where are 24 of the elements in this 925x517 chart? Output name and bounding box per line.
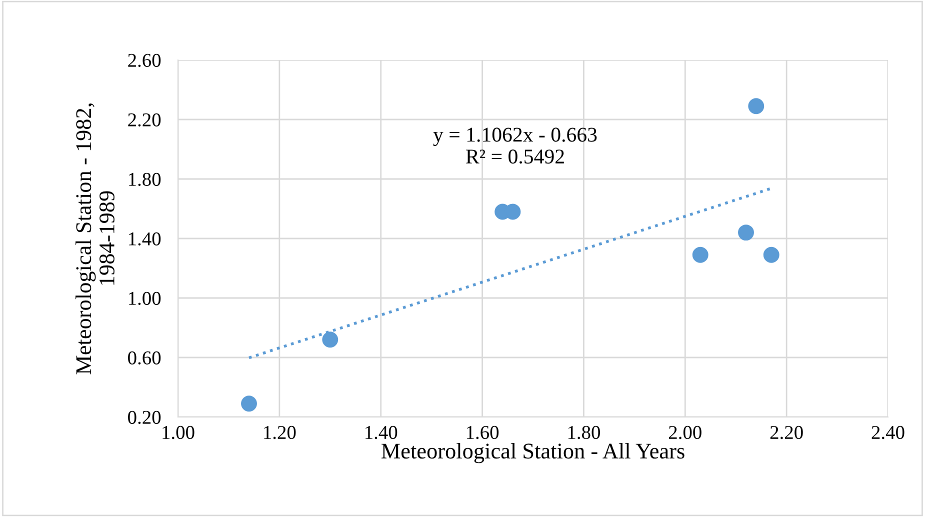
point — [748, 98, 764, 114]
point — [738, 224, 754, 241]
y-tick-label: 0.60 — [128, 351, 161, 365]
x-tick-label: 1.00 — [162, 426, 194, 440]
point — [241, 396, 257, 412]
y-tick-label: 0.20 — [128, 410, 161, 424]
y-tick-label: 2.60 — [128, 54, 161, 68]
x-tick-label: 2.00 — [668, 426, 702, 440]
y-tick-label: 1.00 — [129, 292, 161, 306]
y-tick-label: 1.80 — [129, 172, 161, 186]
point — [322, 332, 338, 348]
x-tick-label: 1.60 — [466, 426, 499, 440]
x-tick-label: 2.20 — [770, 426, 803, 440]
annotation: y = 1.1062x - 0.663 R² = 0.5492 — [433, 128, 597, 164]
x-tick-label: 2.40 — [872, 426, 904, 440]
y-axis-title: Meteorological Station - 1982, 1984-1989 — [76, 104, 114, 374]
x-axis-title: Meteorological Station - All Years — [381, 442, 684, 464]
point — [763, 246, 780, 263]
y-tick-label: 2.20 — [128, 113, 161, 127]
x-tick-label: 1.20 — [264, 426, 296, 440]
point — [692, 246, 708, 263]
x-tick-label: 1.40 — [366, 426, 398, 440]
y-tick-label: 1.40 — [129, 232, 161, 246]
x-tick-label: 1.80 — [568, 426, 600, 440]
